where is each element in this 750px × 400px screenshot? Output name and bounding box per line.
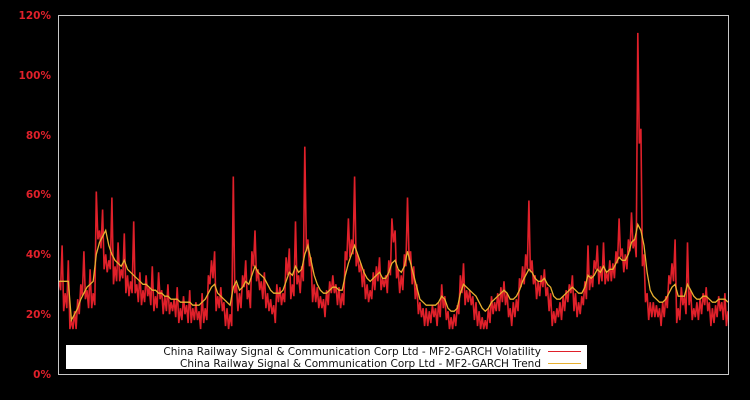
volatility-series-line [58, 32, 729, 330]
y-tick-label: 0% [33, 369, 51, 381]
legend-box [66, 345, 587, 369]
legend-label-volatility: China Railway Signal & Communication Cor… [163, 346, 541, 358]
y-tick-label: 60% [26, 189, 52, 201]
plot-area [58, 32, 729, 330]
trend-series-line [59, 222, 729, 323]
y-tick-label: 120% [19, 10, 52, 22]
y-tick-label: 40% [26, 249, 52, 261]
y-tick-label: 20% [26, 309, 52, 321]
plot-frame [58, 15, 729, 375]
y-tick-label: 80% [26, 130, 52, 142]
y-tick-label: 100% [19, 70, 52, 82]
legend: China Railway Signal & Communication Cor… [66, 345, 587, 370]
y-axis: 0% 20% 40% 60% 80% 100% 120% [19, 10, 52, 381]
legend-label-trend: China Railway Signal & Communication Cor… [180, 358, 541, 370]
